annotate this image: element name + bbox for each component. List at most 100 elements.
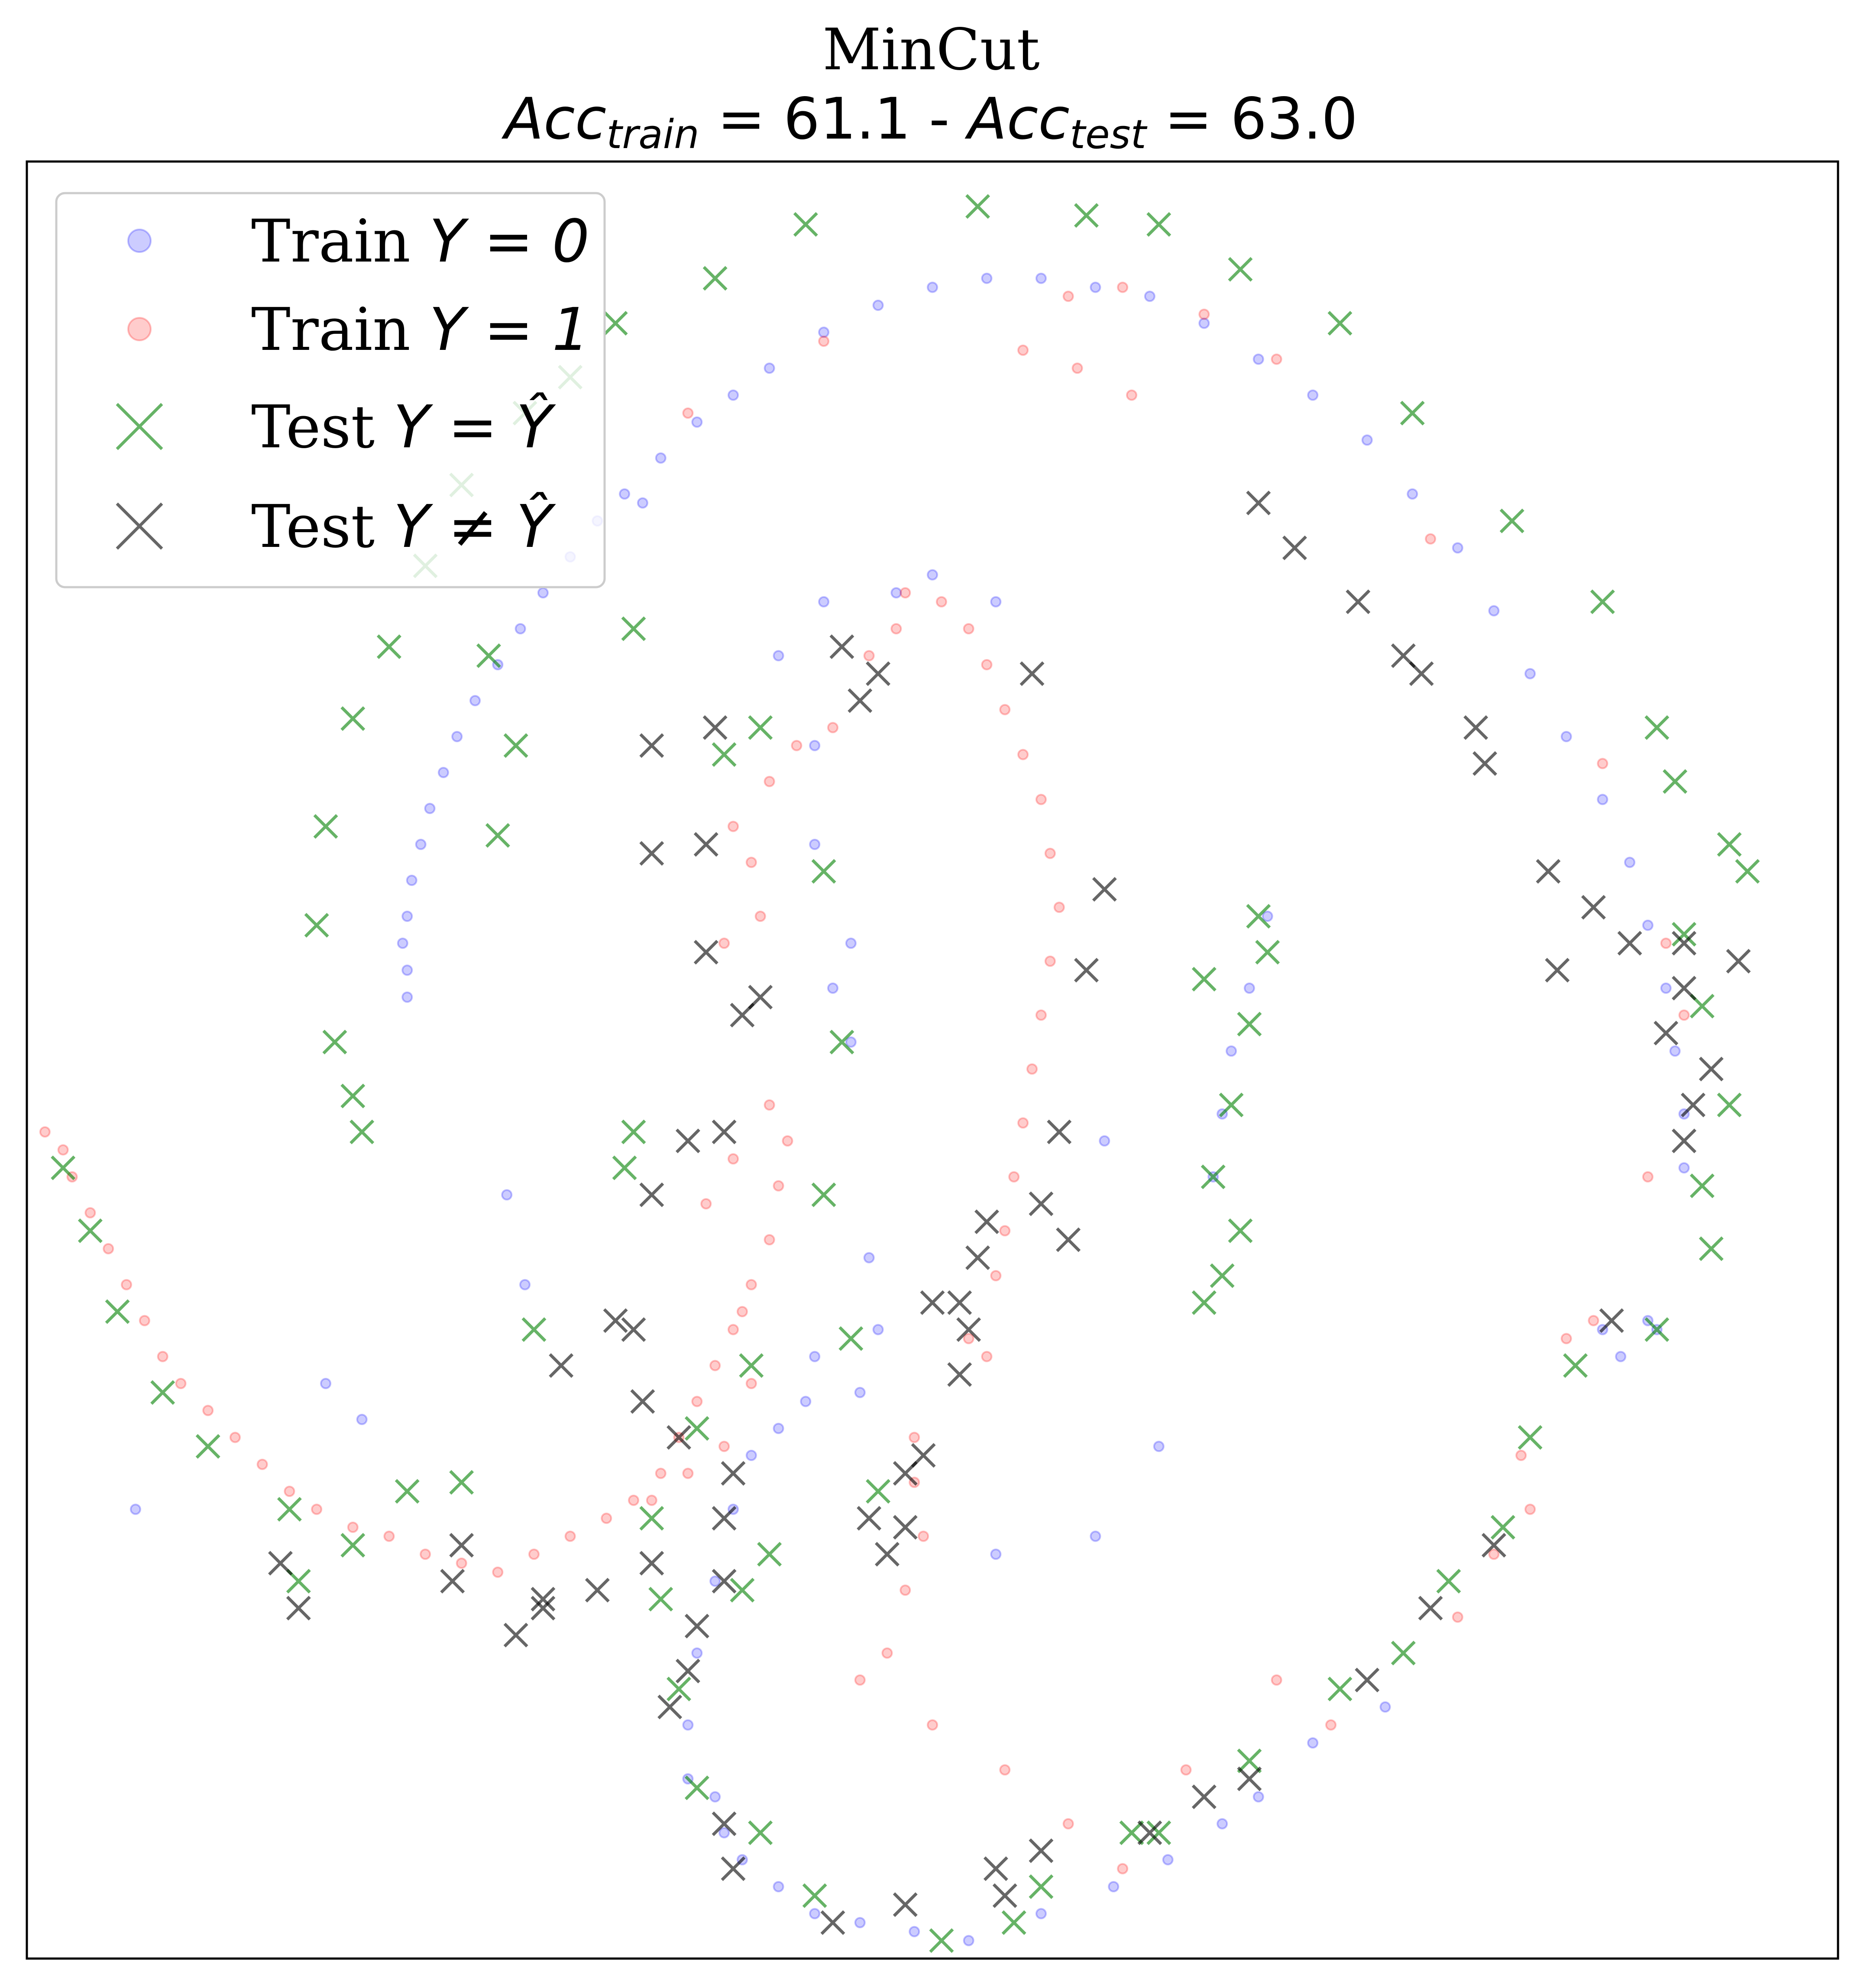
data-point bbox=[1243, 983, 1255, 994]
data-point bbox=[727, 1324, 739, 1335]
data-point bbox=[700, 1198, 712, 1209]
data-point bbox=[909, 1432, 920, 1443]
data-point bbox=[1425, 533, 1437, 545]
data-point bbox=[818, 596, 830, 608]
data-point-x bbox=[1019, 661, 1045, 686]
data-point bbox=[57, 1144, 69, 1156]
data-point bbox=[1307, 389, 1319, 401]
data-point bbox=[963, 1935, 974, 1946]
legend-item: Test Y ≠ Ŷ bbox=[116, 492, 556, 561]
legend-label: Test Y ≠ Ŷ bbox=[251, 492, 556, 561]
data-point bbox=[420, 1548, 431, 1560]
data-point-x bbox=[1545, 958, 1570, 983]
data-point-x bbox=[476, 643, 501, 668]
data-point bbox=[619, 488, 631, 500]
data-point bbox=[121, 1279, 133, 1290]
data-point bbox=[999, 1764, 1011, 1776]
data-point bbox=[754, 911, 766, 922]
data-point bbox=[890, 587, 902, 598]
data-point bbox=[451, 731, 463, 742]
data-point bbox=[800, 1396, 812, 1407]
data-point-x bbox=[1699, 1057, 1724, 1082]
data-point bbox=[990, 1548, 1002, 1560]
data-point-x bbox=[1074, 203, 1099, 228]
data-point bbox=[437, 767, 449, 778]
data-point bbox=[999, 704, 1011, 715]
data-point-x bbox=[1246, 904, 1271, 929]
data-point-x bbox=[712, 1119, 737, 1144]
data-point bbox=[1217, 1818, 1228, 1830]
data-point-x bbox=[395, 1479, 420, 1504]
data-point-x bbox=[684, 1613, 709, 1639]
data-point bbox=[990, 596, 1002, 608]
data-point-x bbox=[1663, 769, 1688, 794]
data-point bbox=[1560, 1333, 1572, 1345]
data-point-x bbox=[893, 1515, 918, 1540]
data-point bbox=[1488, 1548, 1500, 1560]
data-point bbox=[727, 389, 739, 401]
data-point-x bbox=[639, 841, 664, 866]
data-point-x bbox=[1644, 1317, 1670, 1342]
data-point-x bbox=[965, 1245, 990, 1270]
data-point-x bbox=[449, 1470, 474, 1495]
data-point-x bbox=[1581, 895, 1606, 920]
data-point bbox=[1198, 317, 1210, 329]
data-point bbox=[456, 1558, 467, 1569]
data-point bbox=[809, 1908, 821, 1920]
data-point bbox=[718, 1827, 730, 1839]
data-point-x bbox=[1146, 1820, 1171, 1845]
data-point-x bbox=[829, 634, 854, 659]
legend-label-prefix: Train bbox=[251, 296, 429, 364]
data-point-x bbox=[78, 1218, 103, 1243]
data-point bbox=[1615, 1351, 1627, 1362]
data-point-x bbox=[195, 1434, 220, 1459]
data-point bbox=[900, 1584, 911, 1596]
data-point-x bbox=[322, 1030, 347, 1054]
data-point-x bbox=[693, 832, 718, 857]
acc-test-value: 63.0 bbox=[1230, 86, 1358, 152]
data-point-x bbox=[1472, 751, 1497, 776]
legend-label-math: Y = 1 bbox=[429, 296, 589, 364]
data-point bbox=[981, 272, 993, 284]
data-point bbox=[1090, 1530, 1101, 1542]
data-point-x bbox=[1255, 940, 1280, 965]
data-point bbox=[1597, 794, 1608, 805]
data-point bbox=[1678, 1009, 1690, 1021]
data-point-x bbox=[1210, 1263, 1235, 1288]
series-test-y-neq-yhat bbox=[268, 491, 1751, 1935]
data-point-x bbox=[603, 1308, 628, 1333]
data-point bbox=[1126, 389, 1138, 401]
data-point-x bbox=[639, 1182, 664, 1207]
data-point-x bbox=[920, 1290, 945, 1315]
data-point-x bbox=[739, 1353, 764, 1378]
data-point-x bbox=[829, 1030, 854, 1054]
data-point-x bbox=[929, 1928, 954, 1953]
data-point-x bbox=[1237, 1012, 1262, 1037]
data-point bbox=[1588, 1315, 1599, 1326]
data-point bbox=[745, 857, 757, 868]
data-point bbox=[764, 1234, 775, 1245]
data-point bbox=[764, 1099, 775, 1111]
data-point bbox=[691, 1396, 703, 1407]
data-point bbox=[1008, 1171, 1020, 1183]
data-point-x bbox=[1327, 1677, 1353, 1701]
data-point bbox=[927, 569, 938, 581]
data-point-x bbox=[531, 1587, 556, 1612]
data-point-x bbox=[304, 913, 329, 938]
data-point bbox=[1271, 353, 1282, 365]
data-point-x bbox=[667, 1677, 691, 1701]
data-point bbox=[84, 1207, 96, 1219]
data-point bbox=[854, 1917, 866, 1928]
data-point bbox=[745, 1378, 757, 1389]
data-point-x bbox=[621, 1317, 646, 1342]
data-point bbox=[999, 1225, 1011, 1237]
data-point-x bbox=[51, 1155, 76, 1180]
data-point bbox=[1642, 919, 1654, 931]
data-point bbox=[745, 1279, 757, 1290]
data-point-x bbox=[268, 1551, 293, 1576]
data-point-x bbox=[277, 1497, 302, 1522]
data-point bbox=[1117, 1863, 1129, 1875]
data-point bbox=[1524, 1503, 1536, 1515]
data-point-x bbox=[440, 1569, 465, 1594]
